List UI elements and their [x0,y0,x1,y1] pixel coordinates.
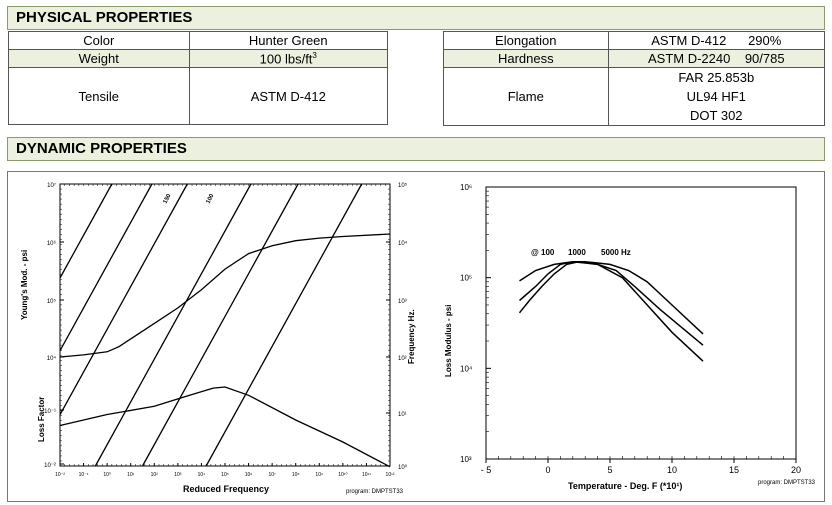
x-tick-label: 10¹² [386,472,395,478]
isotherm-line [59,183,188,416]
weight-label: Weight [8,49,190,68]
y-tick-label: 10⁶ [460,183,472,192]
loss-modulus-y-label: Loss Modulus - psi [444,305,453,377]
flame-standard-1: FAR 25.853b [678,70,755,85]
flame-value: FAR 25.853b UL94 HF1 DOT 302 [607,67,826,126]
x-tick-label: 10⁷ [268,472,276,478]
x-tick-label: 10¹¹ [362,472,371,478]
y-left-tick-label: 10⁵ [47,298,57,305]
isotherm-line [94,183,252,467]
loss-factor-axis-label: Loss Factor [37,397,46,442]
nomogram-x-label: Reduced Frequency [183,484,269,494]
x-tick-label: 10⁹ [315,472,323,478]
x-tick-label: 10³ [174,472,182,478]
y-right-tick-label: 10² [398,356,407,362]
y-tick-label: 10⁵ [460,274,472,283]
y-left-tick-label: 10⁷ [47,182,56,189]
isotherm-line [205,183,363,467]
x-tick-label: 10¹ [127,472,135,478]
line-label-100: 100 [205,193,215,205]
y-tick-label: 10³ [460,455,472,464]
x-tick-label: 0 [545,465,550,475]
y-left-tick-label: 10⁻² [44,463,56,469]
y-right-tick-label: 10⁵ [398,182,408,189]
y-right-tick-label: 10⁰ [398,464,408,471]
modulus-axis-label: Young's Mod. - psi [20,250,29,320]
legend-100: @ 100 [531,248,555,257]
x-tick-label: 10⁴ [198,472,206,478]
elongation-value: ASTM D-412 290% [607,31,826,50]
legend-5000: 5000 Hz [601,248,631,257]
dynamic-properties-header: DYNAMIC PROPERTIES [7,137,825,161]
modulus-curve [59,233,391,358]
x-tick-label: 10⁵ [221,472,229,478]
weight-value-text: 100 lbs/ft [259,51,313,67]
y-tick-label: 10⁴ [460,364,473,373]
flame-standard-3: DOT 302 [690,108,743,123]
x-tick-label: 10⁸ [292,472,300,478]
y-right-tick-label: 10⁴ [398,240,408,247]
x-tick-label: 5 [607,465,612,475]
y-left-tick-label: 10⁻¹ [44,409,56,415]
y-left-tick-label: 10⁴ [47,355,57,362]
tensile-label: Tensile [8,67,190,125]
elongation-label: Elongation [443,31,609,50]
isotherm-line [141,183,299,467]
color-label: Color [8,31,190,50]
flame-standard-2: UL94 HF1 [686,89,746,104]
hardness-result: 90/785 [744,51,785,66]
y-right-tick-label: 10³ [398,299,407,305]
weight-unit-exponent: 3 [312,50,317,60]
weight-value: 100 lbs/ft3 [188,49,389,68]
hardness-method: ASTM D-2240 [647,51,731,66]
tensile-value: ASTM D-412 [188,67,389,125]
elongation-method: ASTM D-412 [651,33,727,48]
nomogram-chart: 10⁻² 10⁻¹ 10⁰ 10¹ 10² 10³ 10⁴ 10⁵ 10⁶ 10⁷ 10⁸ 10⁹ 10… [20,182,416,495]
y-right-tick-label: 10¹ [398,412,407,418]
y-left-tick-label: 10⁶ [47,240,57,247]
hardness-value: ASTM D-2240 90/785 [607,49,826,68]
dynamic-charts-panel: 10⁻² 10⁻¹ 10⁰ 10¹ 10² 10³ 10⁴ 10⁵ 10⁶ 10⁷ 10⁸ 10⁹ 10… [7,171,825,502]
hardness-label: Hardness [443,49,609,68]
nomogram-footer: program: DMPTST33 [346,489,404,495]
loss-modulus-x-label: Temperature - Deg. F (*10¹) [568,481,682,491]
physical-properties-header: PHYSICAL PROPERTIES [7,6,825,30]
isotherm-line [59,183,153,351]
flame-label: Flame [443,67,609,126]
loss-modulus-series-3 [519,260,704,335]
x-tick-label: 10² [151,472,159,478]
isotherm-line [59,183,113,279]
loss-modulus-plot-area [485,186,797,460]
legend-1000: 1000 [568,248,586,257]
x-tick-label: 10 [667,465,677,475]
x-tick-label: - 5 [481,465,492,475]
loss-factor-curve [59,386,391,468]
x-tick-label: 10⁻¹ [79,472,89,478]
color-value: Hunter Green [188,31,389,50]
physical-table-right: Elongation ASTM D-412 290% Hardness ASTM… [443,31,826,126]
x-tick-label: 20 [791,465,801,475]
loss-modulus-chart: - 5 0 5 10 15 20 10⁶ 10⁵ 10⁴ 10³ @ 100 1000 5000 … [444,183,816,491]
x-tick-label: 10¹⁰ [338,472,347,478]
physical-table-left: Color Hunter Green Weight 100 lbs/ft3 Te… [8,31,389,125]
x-tick-label: 15 [729,465,739,475]
frequency-axis-label: Frequency Hz. [407,309,416,364]
x-tick-label: 10⁶ [245,472,253,478]
line-label-150: 150 [162,193,172,205]
loss-modulus-footer: program: DMPTST33 [758,480,816,486]
loss-modulus-series-2 [519,260,704,346]
elongation-result: 290% [748,33,782,48]
x-tick-label: 10⁰ [103,472,111,478]
x-tick-label: 10⁻² [55,472,65,478]
